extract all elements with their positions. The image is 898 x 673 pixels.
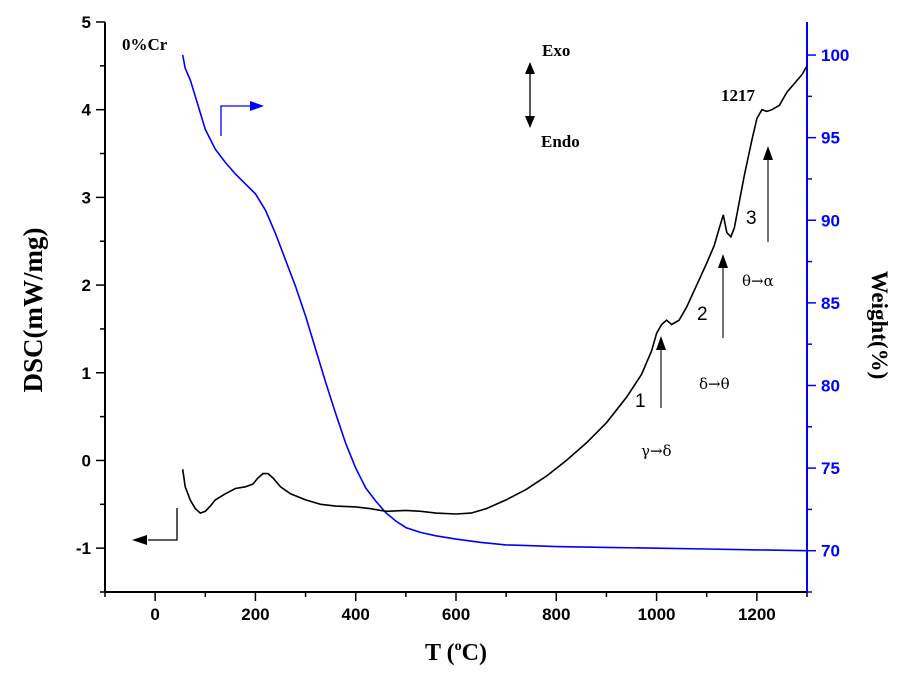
peak-temp-label: 1217 xyxy=(721,86,756,105)
y-right-tick-label: 80 xyxy=(821,376,840,395)
x-tick-label: 400 xyxy=(342,605,370,624)
transition-arrow-3 xyxy=(763,146,773,242)
x-axis-title-sup: o xyxy=(455,639,462,654)
transition-arrow-2 xyxy=(718,254,728,338)
x-tick-label: 800 xyxy=(542,605,570,624)
endo-label: Endo xyxy=(541,132,580,151)
y-right-tick-label: 70 xyxy=(821,542,840,561)
blue-right-arrow xyxy=(220,101,264,136)
weight-curve xyxy=(181,54,808,552)
y-left-tick-label: 0 xyxy=(82,451,91,470)
y-right-tick-label: 95 xyxy=(821,129,840,148)
y-left-tick-label: 4 xyxy=(82,101,92,120)
exo-label: Exo xyxy=(542,41,570,60)
tick-labels: 0 200 400 600 800 1000 1200 -1 0 1 2 3 4 5 70 75 80 85 90 9… xyxy=(76,13,850,624)
black-left-arrow xyxy=(132,508,178,545)
x-tick-label: 1200 xyxy=(738,605,776,624)
y-left-tick-label: -1 xyxy=(76,539,91,558)
peak-1-label: 1 xyxy=(635,391,646,412)
y-right-tick-label: 85 xyxy=(821,294,840,313)
axis-ticks xyxy=(96,21,816,601)
peak-3-label: 3 xyxy=(746,208,757,229)
y-left-tick-label: 3 xyxy=(82,188,91,207)
y-axis-left-title: DSC(mW/mg) xyxy=(18,228,48,393)
exo-endo-arrow xyxy=(525,62,535,128)
transition-arrow-1 xyxy=(656,336,666,408)
x-axis-title: T (oC) xyxy=(425,639,487,666)
y-right-tick-label: 90 xyxy=(821,211,840,230)
x-axis-title-base: T ( xyxy=(425,640,455,666)
transition-3-label: θ→α xyxy=(742,272,774,290)
dsc-curve xyxy=(181,65,808,515)
y-left-tick-label: 1 xyxy=(82,364,91,383)
y-left-tick-label: 2 xyxy=(82,276,91,295)
y-axis-right-title: Weight(%) xyxy=(867,271,892,380)
y-right-tick-label: 100 xyxy=(821,46,849,65)
y-left-tick-label: 5 xyxy=(82,13,91,32)
x-tick-label: 600 xyxy=(442,605,470,624)
x-tick-label: 200 xyxy=(241,605,269,624)
transition-1-label: γ→δ xyxy=(641,442,672,460)
y-right-tick-label: 75 xyxy=(821,459,840,478)
x-tick-label: 1000 xyxy=(638,605,676,624)
transition-2-label: δ→θ xyxy=(699,375,730,393)
x-axis-title-end: C) xyxy=(462,640,487,666)
sample-label: 0%Cr xyxy=(122,35,168,54)
peak-2-label: 2 xyxy=(697,304,708,325)
x-tick-label: 0 xyxy=(150,605,159,624)
